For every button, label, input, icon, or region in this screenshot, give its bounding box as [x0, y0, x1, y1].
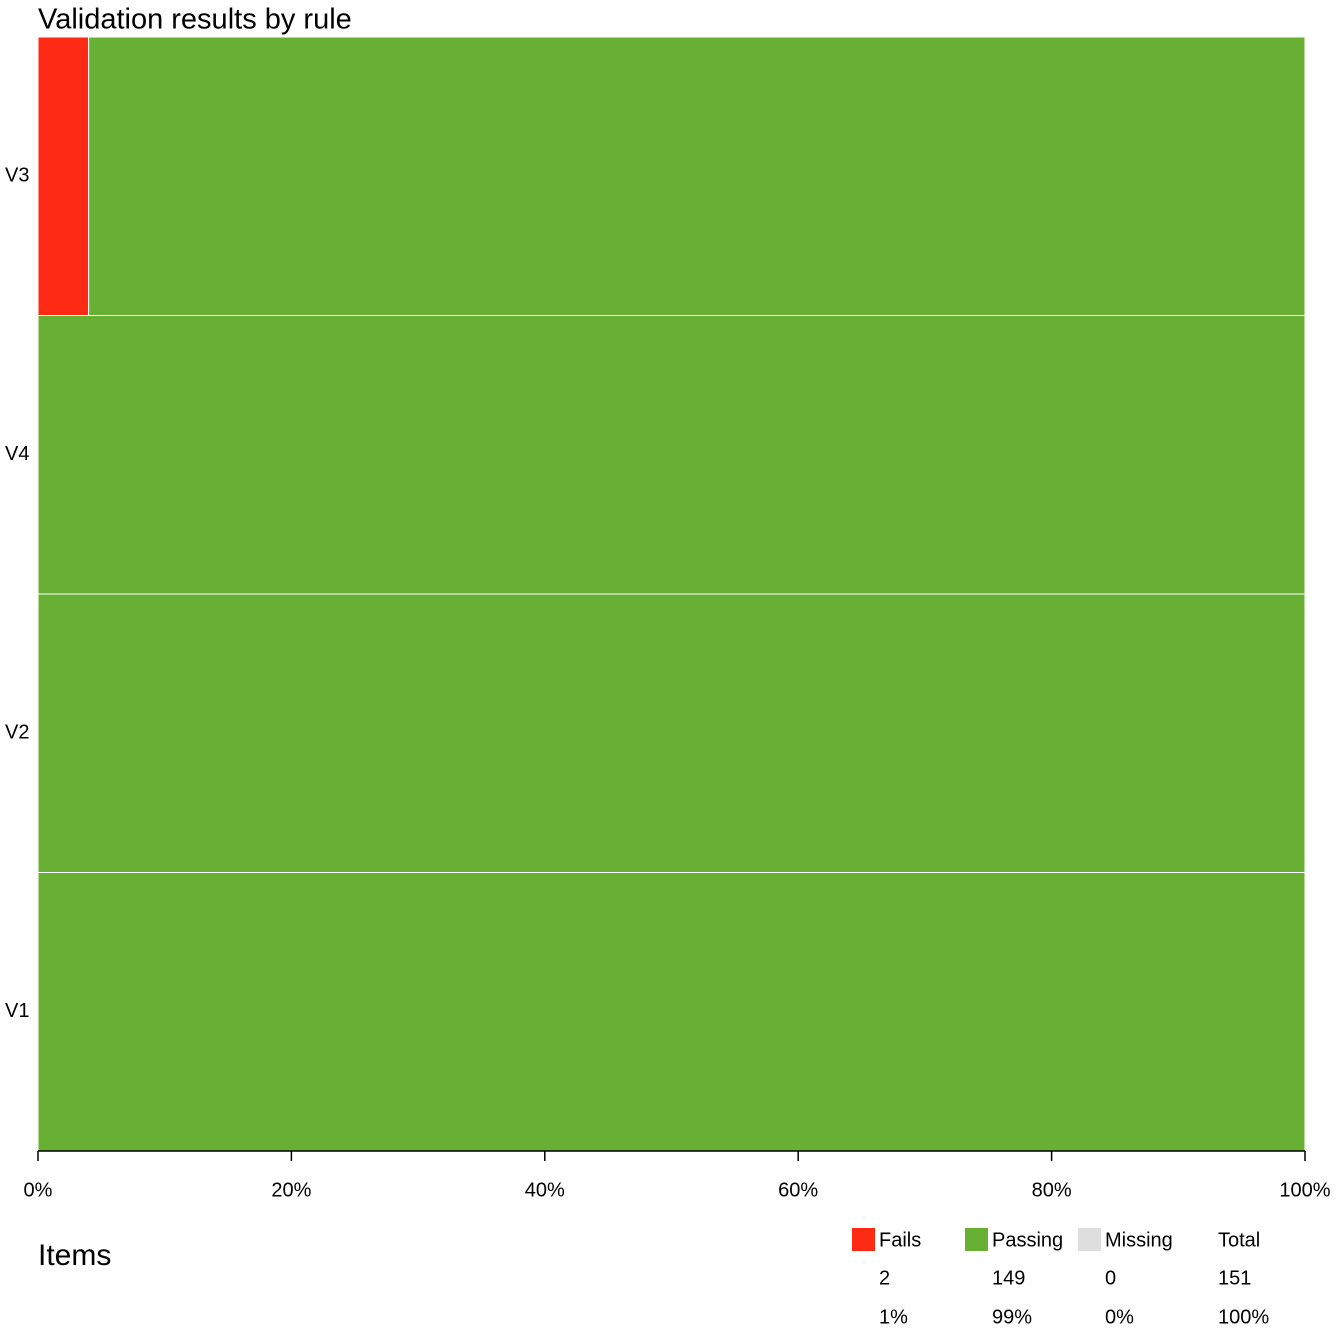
bar-segment	[37, 36, 90, 316]
legend-label: Fails	[879, 1229, 921, 1251]
x-tick-label: 40%	[525, 1179, 565, 1201]
y-tick-label: V3	[5, 165, 29, 187]
summary-count: 2	[879, 1267, 890, 1289]
summary-count: 149	[992, 1267, 1025, 1289]
bar-segment	[37, 315, 1306, 595]
legend-swatch	[965, 1228, 988, 1251]
summary-title: Items	[38, 1239, 111, 1272]
y-tick-label: V2	[5, 722, 29, 744]
bar-segment	[37, 872, 1306, 1152]
summary-percent: 99%	[992, 1306, 1032, 1328]
chart-title: Validation results by rule	[38, 4, 352, 36]
legend-swatch	[1078, 1228, 1101, 1251]
summary-total-label: Total	[1218, 1229, 1260, 1251]
x-tick-label: 60%	[778, 1179, 818, 1201]
bar-segment	[37, 593, 1306, 873]
legend-label: Missing	[1105, 1229, 1173, 1251]
x-tick-label: 100%	[1279, 1179, 1330, 1201]
x-tick-label: 80%	[1032, 1179, 1072, 1201]
bar-segment	[88, 36, 1306, 316]
y-tick-label: V1	[5, 1000, 29, 1022]
legend-swatch	[852, 1228, 875, 1251]
x-tick-label: 0%	[24, 1179, 53, 1201]
x-tick-label: 20%	[271, 1179, 311, 1201]
legend-label: Passing	[992, 1229, 1063, 1251]
summary-percent: 1%	[879, 1306, 908, 1328]
summary-count: 0	[1105, 1267, 1116, 1289]
summary-percent: 0%	[1105, 1306, 1134, 1328]
summary-total-percent: 100%	[1218, 1306, 1269, 1328]
summary-total: 151	[1218, 1267, 1251, 1289]
y-tick-label: V4	[5, 443, 29, 465]
